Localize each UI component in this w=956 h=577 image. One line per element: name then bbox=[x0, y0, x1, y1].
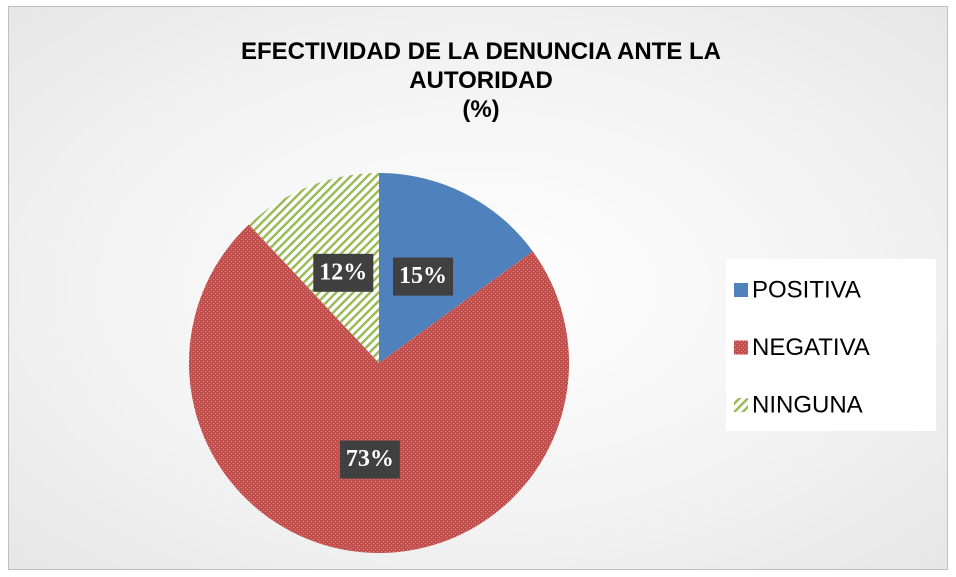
legend-label: NINGUNA bbox=[752, 391, 863, 418]
chart-frame: 15% 73% 12% POSITIVA NEGATIVA NINGUNA EFECTIV… bbox=[8, 6, 948, 570]
legend-marker bbox=[734, 398, 748, 412]
pie-slice bbox=[189, 224, 569, 553]
pie-slice bbox=[379, 173, 533, 363]
chart-subtitle: (%) bbox=[462, 96, 500, 123]
legend-marker bbox=[734, 340, 748, 355]
title-block: EFECTIVIDAD DE LA DENUNCIA ANTE LA AUTOR… bbox=[181, 37, 781, 124]
data-label: 73% bbox=[346, 446, 394, 472]
legend-label: NEGATIVA bbox=[752, 334, 870, 361]
chart: 15% 73% 12% POSITIVA NEGATIVA NINGUNA bbox=[189, 173, 936, 553]
data-label-box bbox=[339, 440, 400, 479]
legend-label: POSITIVA bbox=[752, 276, 861, 303]
data-label: 12% bbox=[319, 259, 367, 285]
legend-box bbox=[726, 259, 936, 431]
legend-marker bbox=[734, 283, 748, 297]
chart-title: EFECTIVIDAD DE LA DENUNCIA ANTE LA AUTOR… bbox=[241, 38, 721, 94]
data-label-box bbox=[393, 257, 454, 296]
data-label-box bbox=[313, 253, 374, 292]
data-label: 15% bbox=[399, 263, 447, 289]
